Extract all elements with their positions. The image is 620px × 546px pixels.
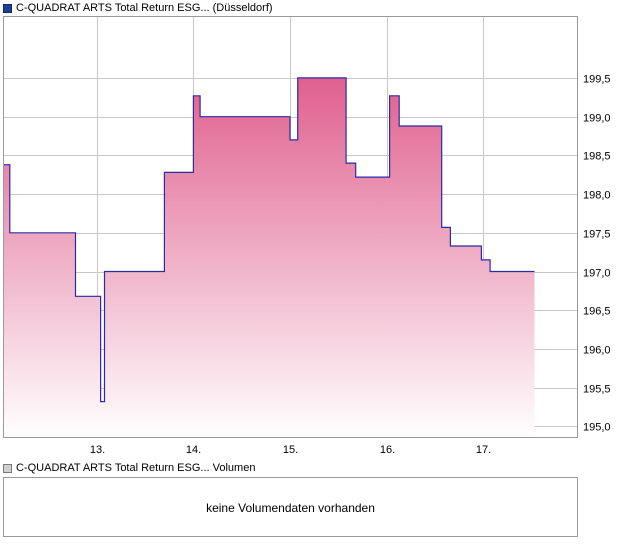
volume-legend: C-QUADRAT ARTS Total Return ESG... Volum…: [3, 461, 255, 475]
y-tick-label: 199,0: [583, 113, 611, 125]
x-tick-label: 15.: [283, 444, 298, 456]
x-tick-label: 14.: [186, 444, 201, 456]
y-tick-label: 195,5: [583, 384, 611, 396]
volume-panel: keine Volumendaten vorhanden: [3, 477, 578, 537]
y-tick-label: 197,0: [583, 268, 611, 280]
volume-legend-swatch: [3, 463, 12, 473]
y-tick-label: 198,0: [583, 190, 611, 202]
y-tick-label: 199,5: [583, 74, 611, 86]
price-legend-swatch: [3, 3, 12, 13]
y-tick-label: 197,5: [583, 229, 611, 241]
no-volume-message: keine Volumendaten vorhanden: [206, 501, 375, 515]
price-area: [3, 77, 535, 439]
y-tick-label: 198,5: [583, 151, 611, 163]
price-legend: C-QUADRAT ARTS Total Return ESG... (Düss…: [3, 1, 273, 15]
volume-legend-label: C-QUADRAT ARTS Total Return ESG... Volum…: [16, 462, 256, 474]
x-tick-label: 17.: [476, 444, 491, 456]
y-tick-label: 195,0: [583, 422, 611, 434]
x-tick-label: 13.: [90, 444, 105, 456]
x-axis: 13. 14. 15. 16. 17.: [90, 444, 491, 456]
y-tick-label: 196,5: [583, 306, 611, 318]
y-tick-label: 196,0: [583, 345, 611, 357]
price-legend-label: C-QUADRAT ARTS Total Return ESG... (Düss…: [16, 2, 273, 14]
plot-frame: [3, 16, 578, 438]
y-axis: 195,0 195,5 196,0 196,5 197,0 197,5 198,0 198,5…: [583, 74, 611, 434]
price-line: [3, 77, 535, 403]
x-tick-label: 16.: [380, 444, 395, 456]
